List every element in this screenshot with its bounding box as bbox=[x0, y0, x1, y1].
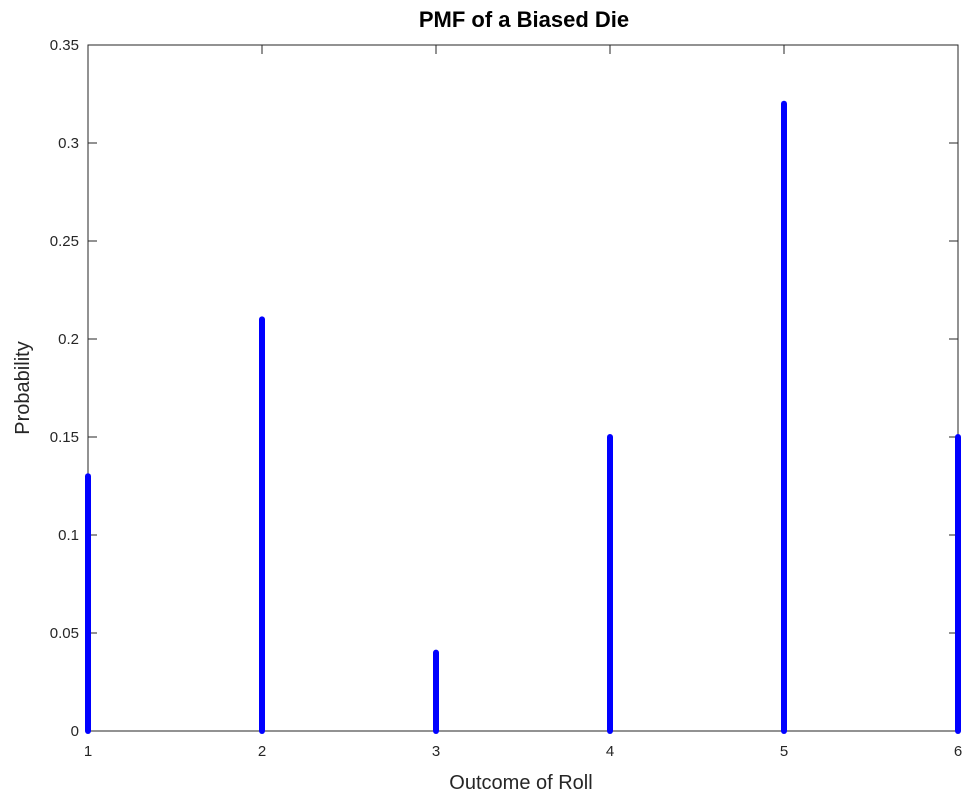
x-tick-label: 1 bbox=[84, 743, 92, 760]
y-tick-label: 0.2 bbox=[58, 331, 79, 348]
y-tick-label: 0.1 bbox=[58, 527, 79, 544]
x-tick-label: 5 bbox=[780, 743, 788, 760]
y-tick-label: 0 bbox=[71, 723, 79, 740]
x-tick-label: 2 bbox=[258, 743, 266, 760]
y-tick-label: 0.25 bbox=[50, 233, 79, 250]
x-tick-label: 4 bbox=[606, 743, 614, 760]
axes-box bbox=[87, 44, 959, 732]
chart-title: PMF of a Biased Die bbox=[419, 7, 629, 32]
y-tick-label: 0.35 bbox=[50, 37, 79, 54]
y-tick-label: 0.15 bbox=[50, 429, 79, 446]
x-tick-label: 3 bbox=[432, 743, 440, 760]
plot-area: 0 0.05 0.1 0.15 0.2 0.25 0.3 0.35 1 2 3 4 5 6 bbox=[50, 37, 962, 760]
x-tick-label: 6 bbox=[954, 743, 962, 760]
x-axis-label: Outcome of Roll bbox=[449, 772, 592, 794]
y-axis-ticks: 0 0.05 0.1 0.15 0.2 0.25 0.3 0.35 bbox=[50, 37, 958, 740]
x-axis-ticks: 1 2 3 4 5 6 bbox=[84, 45, 962, 760]
data-stems bbox=[85, 100, 961, 734]
y-tick-label: 0.05 bbox=[50, 625, 79, 642]
y-axis-label: Probability bbox=[12, 341, 34, 434]
y-tick-label: 0.3 bbox=[58, 135, 79, 152]
